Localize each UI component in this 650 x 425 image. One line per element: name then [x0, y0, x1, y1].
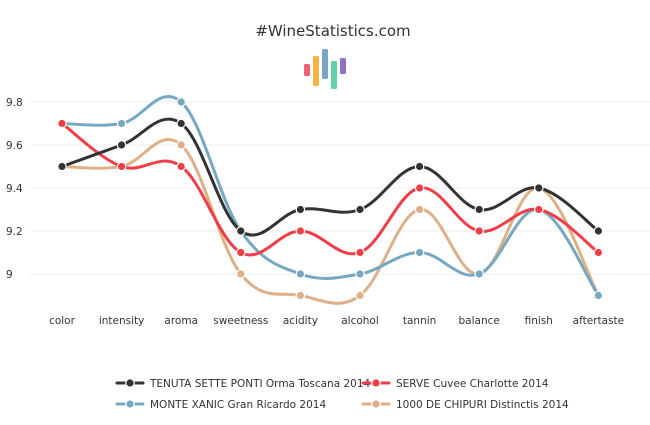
x-tick-label: balance [459, 315, 500, 327]
x-tick-label: tannin [403, 315, 436, 327]
data-point[interactable] [533, 204, 544, 215]
wine-statistics-logo-icon [304, 49, 346, 89]
logo-bar [331, 61, 337, 89]
data-point[interactable] [355, 204, 365, 215]
legend-marker-icon [371, 378, 381, 388]
x-tick-label: intensity [99, 315, 145, 327]
data-point[interactable] [176, 140, 186, 150]
data-point[interactable] [295, 269, 306, 279]
data-point[interactable] [116, 161, 127, 172]
data-point[interactable] [236, 226, 246, 236]
series-2 [57, 94, 604, 301]
legend-item[interactable]: TENUTA SETTE PONTI Orma Toscana 2014 [115, 378, 371, 390]
data-point[interactable] [414, 183, 425, 193]
logo-bar [340, 58, 346, 74]
x-tick-label: aftertaste [573, 315, 624, 327]
data-point[interactable] [116, 140, 127, 150]
legend-label: MONTE XANIC Gran Ricardo 2014 [150, 399, 326, 411]
y-tick-label: 9 [6, 269, 13, 281]
x-tick-label: alcohol [341, 315, 379, 327]
data-point[interactable] [355, 269, 365, 279]
data-point[interactable] [176, 161, 186, 172]
data-point[interactable] [57, 118, 67, 129]
series-0 [57, 117, 604, 237]
legend-marker-icon [125, 399, 135, 409]
legend-item[interactable]: MONTE XANIC Gran Ricardo 2014 [115, 399, 326, 411]
data-point[interactable] [355, 247, 365, 258]
legend-item[interactable]: 1000 DE CHIPURI Distinctis 2014 [361, 399, 569, 411]
data-point[interactable] [295, 204, 306, 215]
x-tick-label: finish [525, 315, 553, 327]
logo-bar [313, 56, 319, 86]
data-point[interactable] [57, 161, 67, 172]
data-point[interactable] [176, 97, 186, 107]
legend-label: SERVE Cuvee Charlotte 2014 [396, 378, 549, 390]
grid [30, 101, 650, 275]
data-point[interactable] [533, 183, 544, 193]
y-tick-label: 9.8 [6, 97, 23, 109]
logo-bar [304, 64, 310, 76]
data-point[interactable] [414, 161, 425, 172]
legend-label: 1000 DE CHIPURI Distinctis 2014 [396, 399, 569, 411]
x-tick-label: acidity [283, 315, 318, 327]
data-point[interactable] [593, 226, 604, 236]
series [57, 94, 604, 305]
series-line [60, 117, 600, 237]
logo-bar [322, 49, 328, 79]
x-axis: color intensity aroma sweetness acidity alcoh… [49, 315, 624, 327]
data-point[interactable] [295, 226, 306, 236]
legend-item[interactable]: SERVE Cuvee Charlotte 2014 [361, 378, 549, 390]
legend-marker-icon [125, 378, 135, 388]
legend-marker-icon [371, 399, 381, 409]
series-line [60, 94, 600, 297]
data-point[interactable] [295, 290, 306, 301]
data-point[interactable] [414, 247, 425, 258]
data-point[interactable] [474, 269, 484, 279]
data-point[interactable] [593, 290, 604, 301]
data-point[interactable] [236, 247, 246, 258]
series-line [60, 137, 600, 305]
legend-label: TENUTA SETTE PONTI Orma Toscana 2014 [149, 378, 371, 390]
y-axis: 9 9.2 9.4 9.6 9.8 [6, 97, 23, 281]
data-point[interactable] [355, 290, 365, 301]
series-line [60, 122, 600, 257]
series-1 [57, 118, 604, 258]
y-tick-label: 9.4 [6, 183, 23, 195]
data-point[interactable] [414, 204, 425, 215]
data-point[interactable] [474, 204, 484, 215]
x-tick-label: aroma [164, 315, 198, 327]
data-point[interactable] [116, 118, 127, 129]
chart-title: #WineStatistics.com [255, 22, 410, 40]
data-point[interactable] [593, 247, 604, 258]
y-tick-label: 9.2 [6, 226, 23, 238]
data-point[interactable] [176, 118, 186, 129]
data-point[interactable] [474, 226, 484, 236]
y-tick-label: 9.6 [6, 140, 23, 152]
legend: TENUTA SETTE PONTI Orma Toscana 2014 SERV… [115, 378, 569, 411]
x-tick-label: sweetness [213, 315, 268, 327]
x-tick-label: color [49, 315, 76, 327]
data-point[interactable] [236, 269, 246, 279]
